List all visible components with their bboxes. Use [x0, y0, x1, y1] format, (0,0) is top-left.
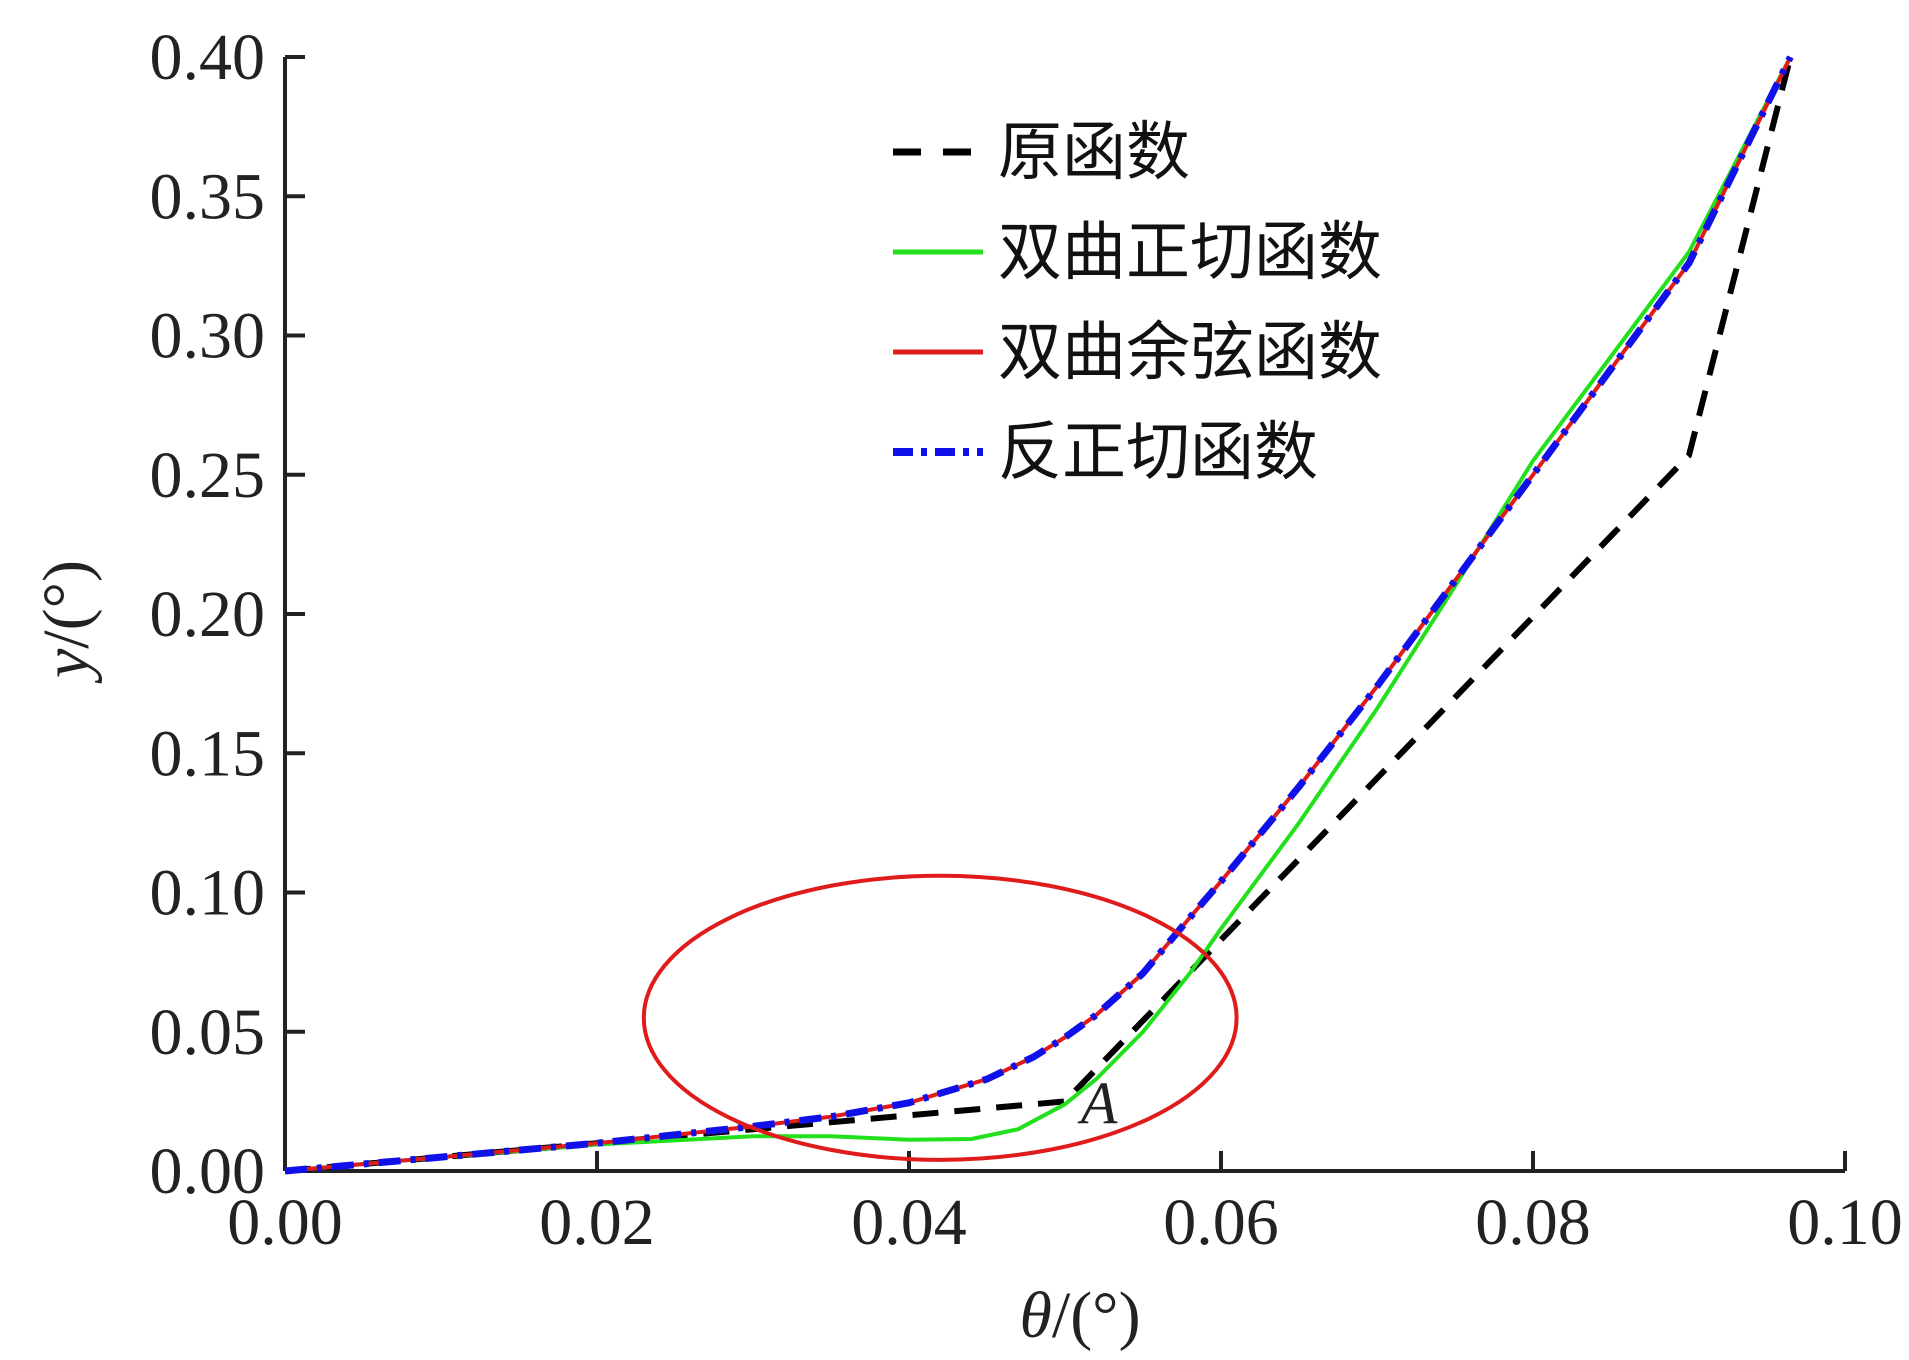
y-tick-label: 0.25 [150, 439, 266, 512]
legend-label-2: 双曲正切函数 [998, 216, 1382, 290]
y-tick-label: 0.20 [150, 578, 266, 651]
series-line-1 [284, 56, 1794, 1174]
y-tick-label: 0.10 [150, 857, 266, 930]
legend-label-3: 双曲余弦函数 [998, 316, 1382, 390]
legend-label-4: 反正切函数 [998, 416, 1318, 490]
y-tick-label: 0.40 [150, 21, 266, 94]
x-tick-label: 0.06 [1163, 1186, 1279, 1259]
y-axis-unit: /(°) [30, 560, 103, 649]
annotation-label: A [1077, 1070, 1118, 1136]
x-tick-label: 0.00 [227, 1186, 343, 1259]
highlight-ellipse [641, 873, 1239, 1162]
axes: 0.00 0.02 0.04 0.06 0.08 0.10 0.00 0.05 0.10 0.15… [30, 21, 1903, 1352]
x-tick-label: 0.04 [851, 1186, 967, 1259]
y-tick-label: 0.05 [150, 996, 266, 1069]
y-tick-label: 0.30 [150, 300, 266, 373]
legend-label-1: 原函数 [998, 116, 1190, 190]
y-axis-title: y/(°) [30, 560, 103, 684]
x-axis-unit: /(°) [1052, 1279, 1141, 1352]
y-tick-label: 0.00 [150, 1135, 266, 1208]
x-axis-title: θ/(°) [1019, 1279, 1140, 1352]
x-tick-label: 0.10 [1787, 1186, 1903, 1259]
x-axis-variable: θ [1019, 1279, 1051, 1352]
y-axis-variable: y [30, 648, 103, 684]
annotation-layer: A [641, 873, 1239, 1162]
x-tick-label: 0.02 [539, 1186, 655, 1259]
y-tick-label: 0.35 [150, 160, 266, 233]
x-tick-label: 0.08 [1475, 1186, 1591, 1259]
y-tick-label: 0.15 [150, 717, 266, 790]
